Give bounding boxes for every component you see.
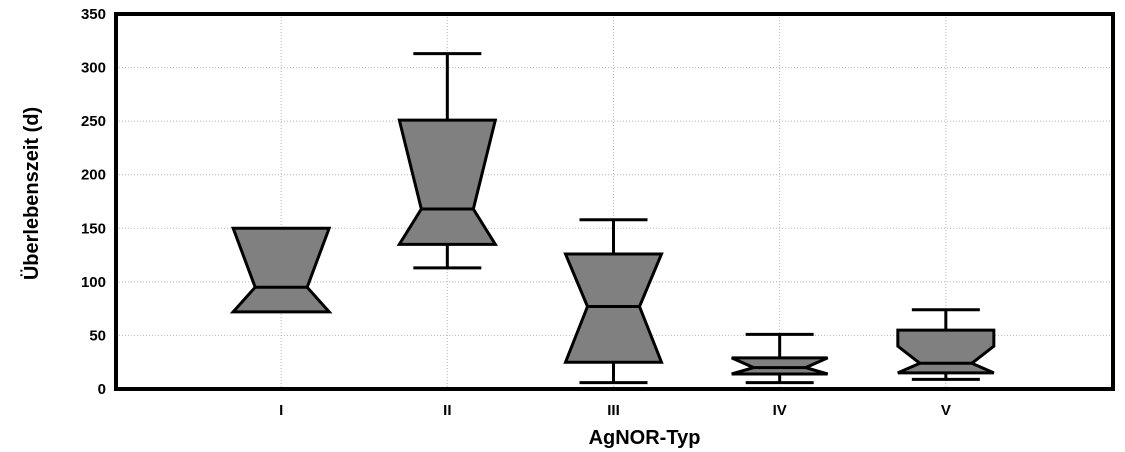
- y-tick-label: 50: [89, 327, 106, 344]
- x-axis-tick-labels: I II III IV V: [279, 402, 951, 419]
- x-axis-title: AgNOR-Typ: [589, 427, 701, 449]
- box-body: [233, 228, 329, 312]
- y-axis-tick-labels: 0 50 100 150 200 250 300 350: [81, 6, 106, 398]
- y-tick-label: 0: [98, 381, 106, 398]
- box-II: [399, 54, 495, 268]
- box-III: [566, 220, 662, 383]
- x-tick-label: I: [279, 402, 283, 419]
- y-tick-label: 100: [81, 274, 106, 291]
- x-tick-label: IV: [773, 402, 787, 419]
- y-tick-label: 200: [81, 167, 106, 184]
- box-V: [898, 310, 994, 380]
- box-body: [566, 254, 662, 362]
- box-IV: [732, 334, 828, 382]
- box-body: [399, 120, 495, 244]
- box-body: [732, 358, 828, 374]
- y-tick-label: 300: [81, 60, 106, 77]
- y-tick-label: 150: [81, 220, 106, 237]
- y-axis-title: Überlebenszeit (d): [20, 107, 43, 280]
- x-tick-label: V: [941, 402, 951, 419]
- x-tick-label: II: [443, 402, 451, 419]
- x-tick-label: III: [607, 402, 620, 419]
- box-I: [233, 228, 329, 312]
- y-tick-label: 350: [81, 6, 106, 23]
- box-body: [898, 330, 994, 373]
- y-tick-label: 250: [81, 113, 106, 130]
